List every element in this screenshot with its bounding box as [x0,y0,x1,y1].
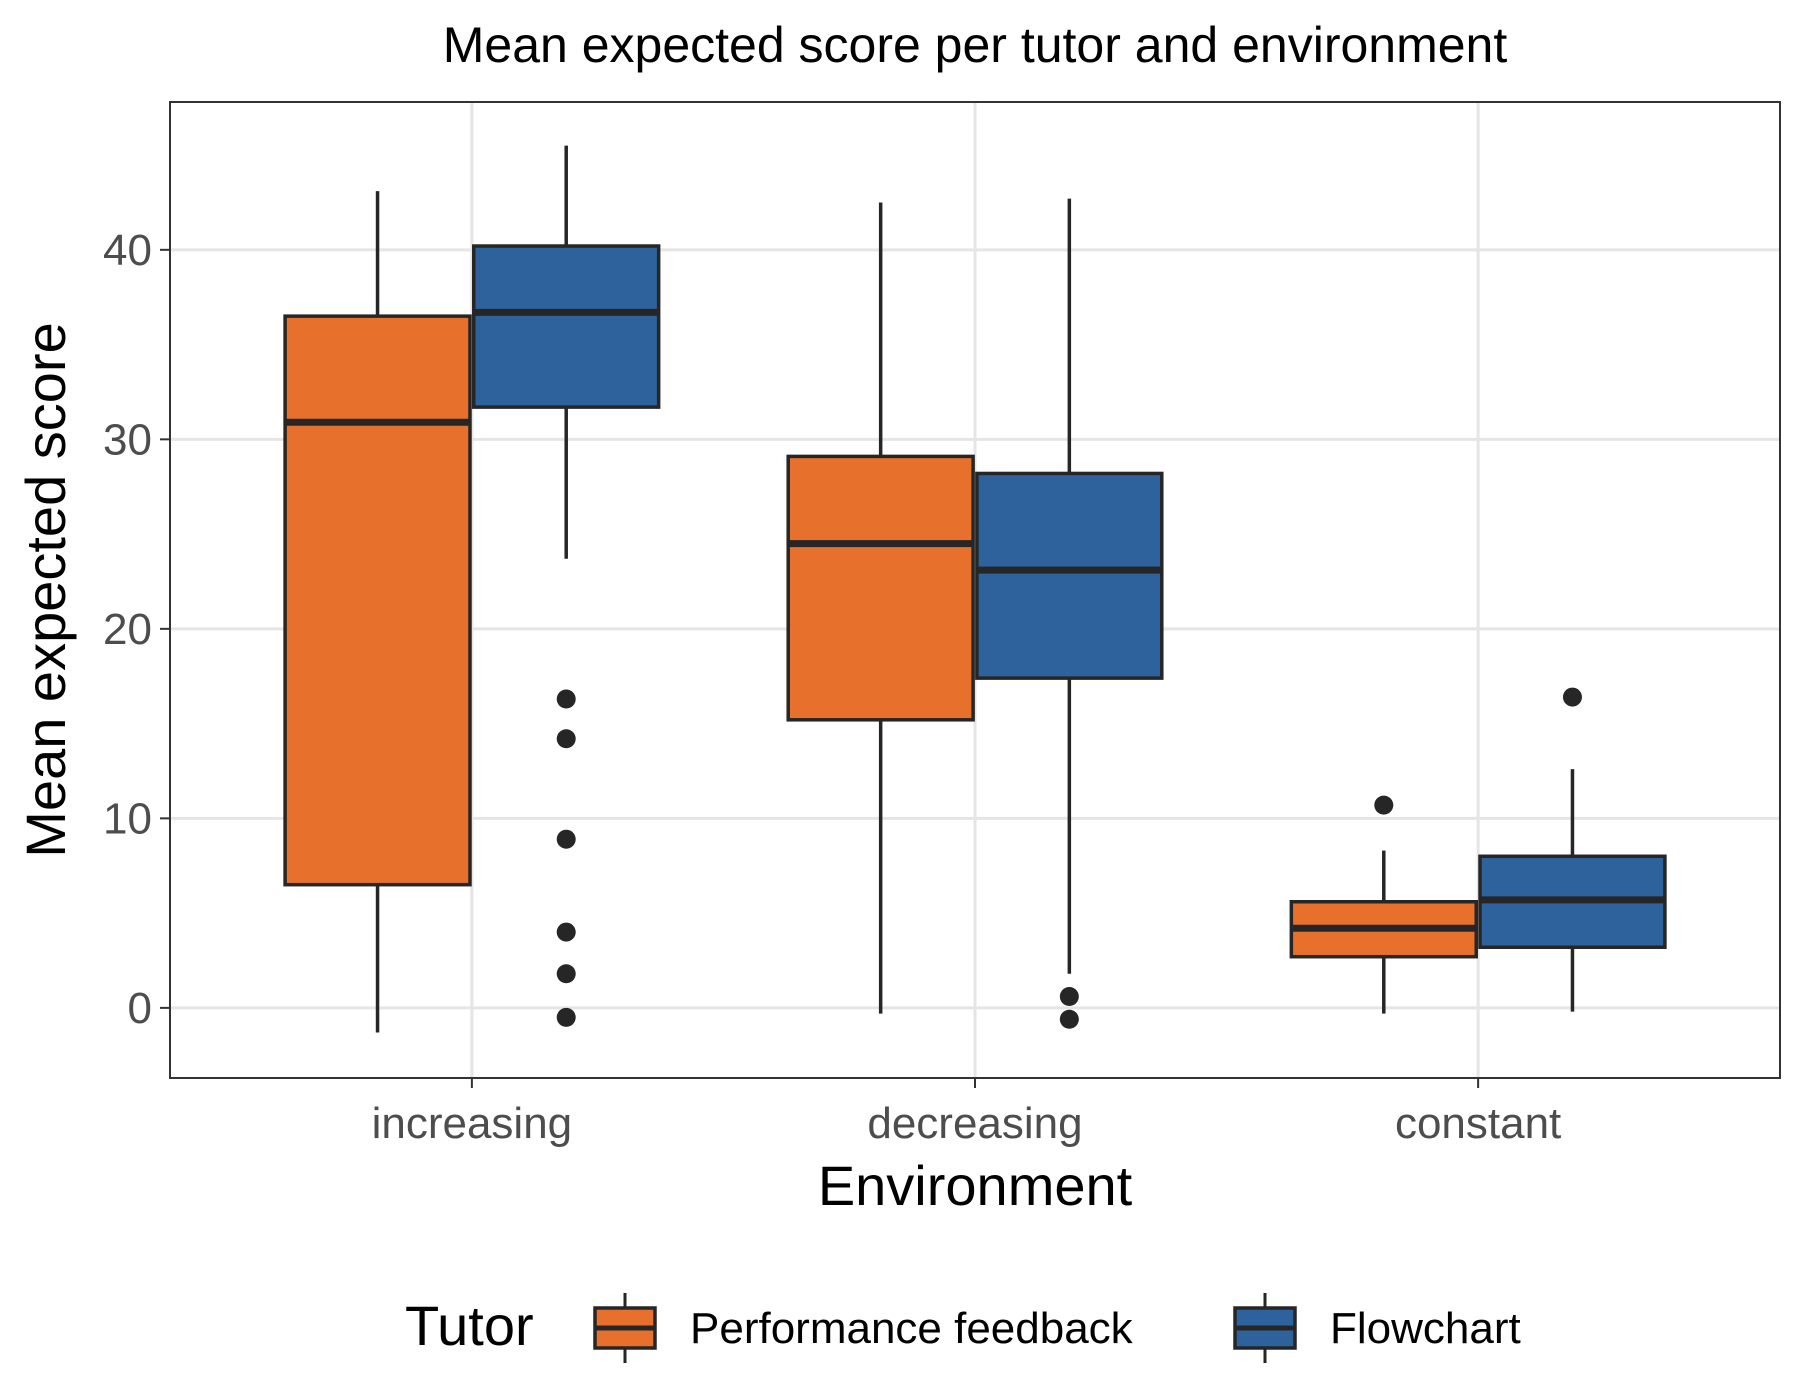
y-tick-label: 40 [103,226,152,275]
y-axis-label: Mean expected score [14,322,77,857]
axes: 0 10 20 30 40 increasing decreasing constant [103,226,1561,1148]
y-tick-label: 30 [103,415,152,464]
outlier-point [1374,795,1394,815]
outlier-point [556,689,576,709]
y-tick-label: 0 [128,984,152,1033]
x-axis-label: Environment [818,1154,1133,1217]
outlier-point [1059,987,1079,1007]
outlier-point [556,922,576,942]
outlier-point [556,964,576,984]
box-iqr [472,244,661,409]
y-tick-label: 20 [103,605,152,654]
y-tick-label: 10 [103,794,152,843]
chart-title: Mean expected score per tutor and enviro… [443,17,1508,73]
outlier-point [556,729,576,749]
outlier-point [556,1007,576,1027]
box-iqr [283,314,472,887]
box-layer [283,145,1667,1033]
box-iqr [975,471,1164,680]
outlier-point [1059,1009,1079,1029]
outlier-point [1562,687,1582,707]
legend-title: Tutor [405,1294,534,1357]
legend: Tutor Performance feedback Flowchart [405,1293,1521,1363]
box-iqr [786,454,975,722]
x-tick-label: decreasing [867,1099,1082,1148]
x-tick-label: increasing [372,1099,573,1148]
legend-label: Performance feedback [690,1304,1134,1353]
outlier-point [556,829,576,849]
x-tick-label: constant [1395,1099,1561,1148]
legend-label: Flowchart [1330,1304,1521,1353]
